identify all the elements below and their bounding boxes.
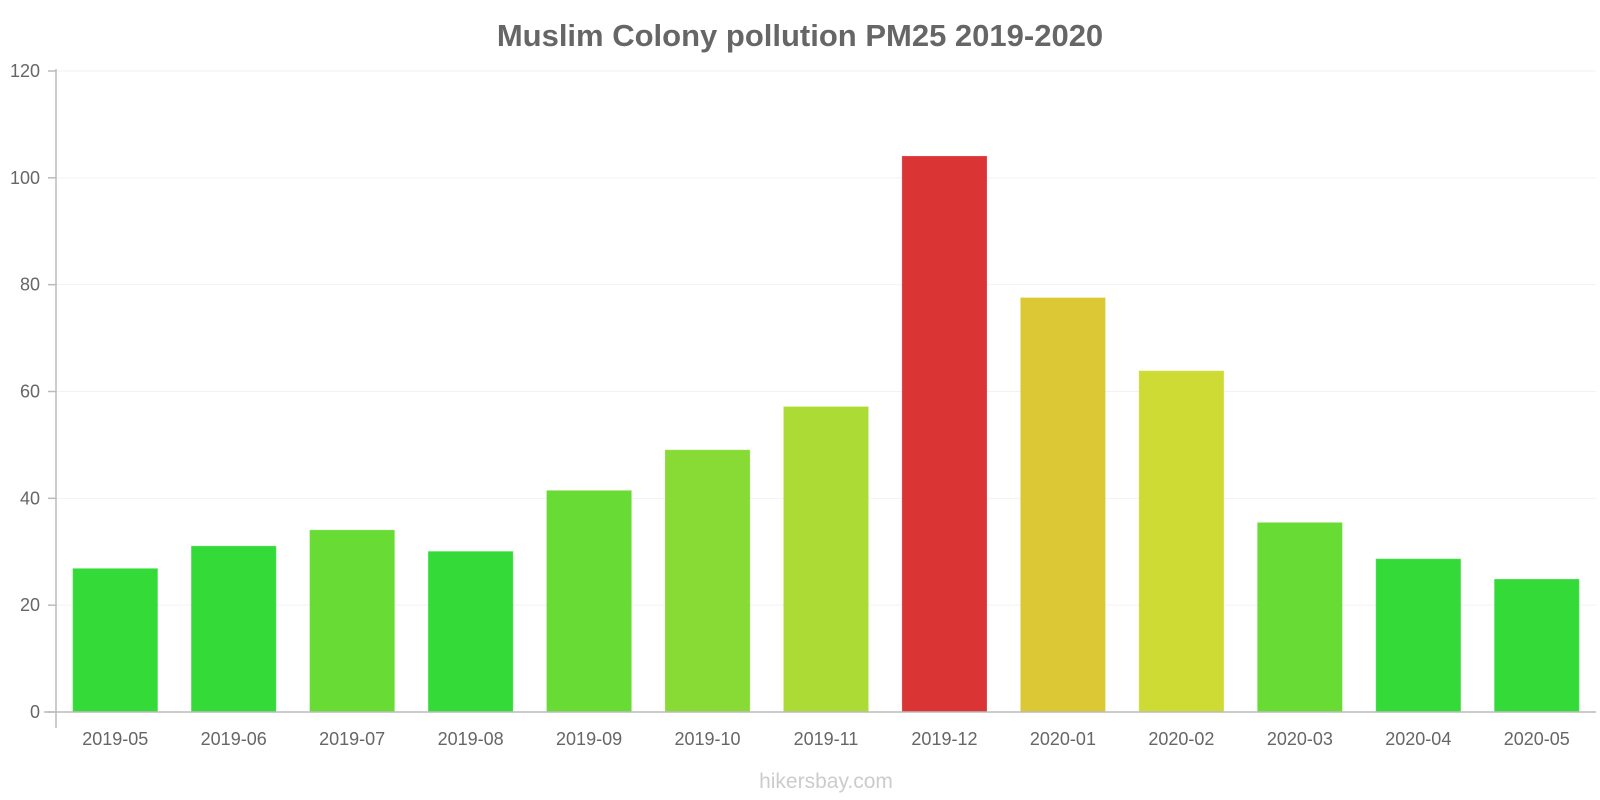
x-tick-label: 2020-02 <box>1148 729 1214 749</box>
y-tick-label: 20 <box>20 595 40 615</box>
bar-2020-04[interactable] <box>1375 558 1461 713</box>
bar-2020-01[interactable] <box>1020 297 1106 713</box>
bar-2020-02[interactable] <box>1138 370 1224 713</box>
x-tick-label: 2020-05 <box>1504 729 1570 749</box>
bar-2019-11[interactable] <box>783 406 869 713</box>
bar-2019-09[interactable] <box>546 490 632 713</box>
x-tick-label: 2020-03 <box>1267 729 1333 749</box>
watermark-text: hikersbay.com <box>759 770 893 793</box>
bar-2019-05[interactable] <box>72 568 158 713</box>
x-tick-label: 2020-04 <box>1385 729 1451 749</box>
bar-2019-06[interactable] <box>191 545 277 713</box>
bar-2020-05[interactable] <box>1494 579 1580 713</box>
x-tick-label: 2020-01 <box>1030 729 1096 749</box>
y-tick-labels: 0 20 40 60 80 100 120 <box>10 61 40 722</box>
bar-2019-10[interactable] <box>664 449 751 713</box>
y-tick-label: 60 <box>20 382 40 402</box>
x-tick-label: 2019-06 <box>201 729 267 749</box>
y-tick-label: 80 <box>20 275 40 295</box>
y-tick-label: 100 <box>10 168 40 188</box>
x-tick-label: 2019-08 <box>438 729 504 749</box>
chart-title: Muslim Colony pollution PM25 2019-2020 <box>497 18 1103 53</box>
axes <box>44 69 1596 728</box>
x-tick-labels: 2019-05 2019-06 2019-07 2019-08 2019-09 2019-… <box>82 729 1570 749</box>
x-tick-label: 2019-09 <box>556 729 622 749</box>
x-tick-label: 2019-05 <box>82 729 148 749</box>
y-tick-label: 120 <box>10 61 40 81</box>
bars <box>72 155 1580 713</box>
x-tick-label: 2019-11 <box>794 729 859 749</box>
x-tick-label: 2019-07 <box>319 729 385 749</box>
bar-2019-07[interactable] <box>309 529 395 713</box>
x-tick-label: 2019-12 <box>911 729 977 749</box>
y-tick-label: 0 <box>30 702 40 722</box>
y-tick-label: 40 <box>20 488 40 508</box>
x-tick-label: 2019-10 <box>675 729 741 749</box>
bar-2019-12[interactable] <box>901 155 988 713</box>
bar-2020-03[interactable] <box>1257 522 1343 713</box>
bar-2019-08[interactable] <box>428 551 514 713</box>
